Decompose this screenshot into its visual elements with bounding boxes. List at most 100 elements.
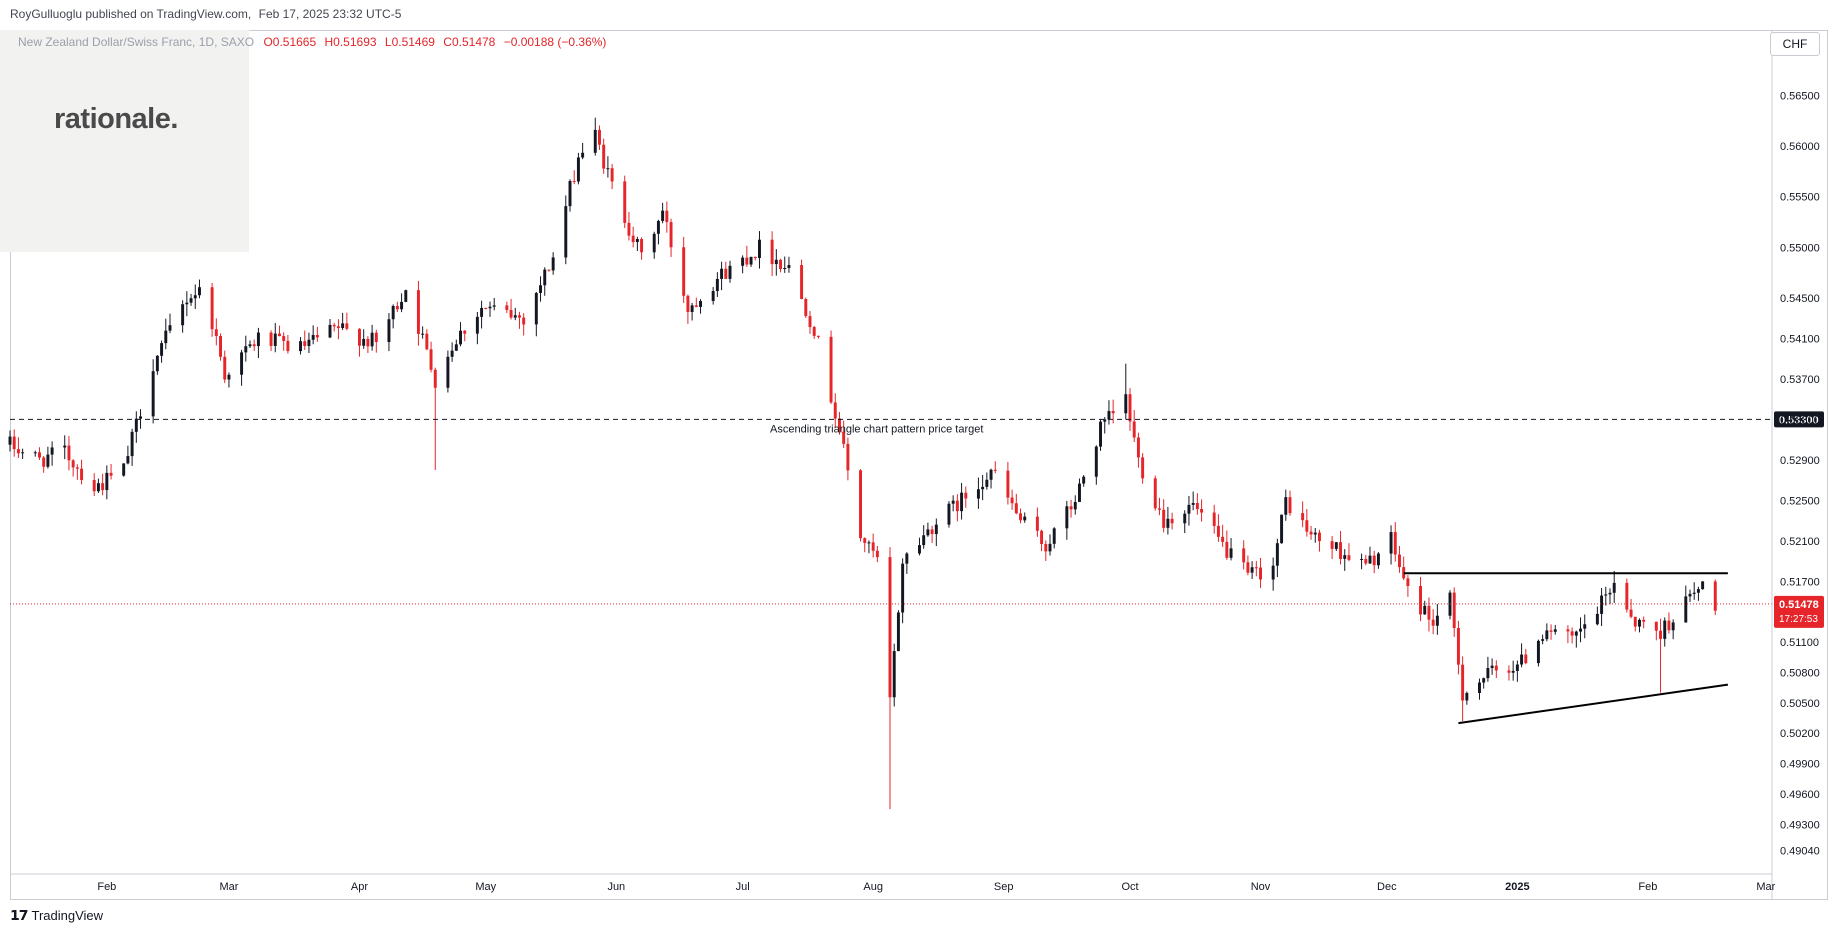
candle bbox=[256, 327, 260, 359]
candle bbox=[901, 558, 905, 624]
candle bbox=[1684, 585, 1688, 623]
candle bbox=[400, 293, 404, 313]
candle bbox=[598, 125, 601, 150]
candle bbox=[1701, 581, 1705, 590]
candle bbox=[905, 552, 909, 574]
candle bbox=[1427, 597, 1431, 632]
candle bbox=[686, 294, 690, 324]
candle bbox=[534, 292, 538, 337]
candle bbox=[930, 525, 934, 544]
x-tick-label: Feb bbox=[97, 881, 116, 893]
candle bbox=[387, 313, 391, 352]
candle bbox=[1612, 570, 1616, 603]
candle bbox=[1604, 586, 1608, 606]
candle bbox=[993, 461, 997, 474]
candle bbox=[564, 195, 568, 265]
candle bbox=[269, 330, 273, 352]
candle bbox=[1545, 623, 1549, 642]
y-tick-label: 0.50500 bbox=[1780, 698, 1820, 710]
open-value: O0.51665 bbox=[263, 35, 317, 49]
target-label: Ascending triangle chart pattern price t… bbox=[770, 423, 983, 435]
candle bbox=[168, 313, 172, 334]
candle bbox=[193, 284, 197, 310]
candle bbox=[1158, 497, 1161, 516]
candle bbox=[1006, 461, 1010, 505]
candle bbox=[248, 340, 252, 348]
candle bbox=[892, 643, 896, 707]
candle bbox=[1625, 578, 1629, 613]
candle bbox=[1330, 536, 1334, 560]
x-tick-label: Jul bbox=[736, 881, 750, 893]
candle bbox=[1515, 660, 1519, 682]
candle bbox=[593, 117, 597, 156]
candle bbox=[273, 323, 277, 353]
candle bbox=[1183, 510, 1187, 534]
candle bbox=[307, 332, 311, 354]
y-tick-label: 0.55500 bbox=[1780, 192, 1820, 204]
publisher[interactable]: RoyGulluoglu published on TradingView.co… bbox=[10, 7, 252, 21]
candle bbox=[1671, 619, 1675, 640]
candle bbox=[741, 255, 745, 274]
candle bbox=[783, 256, 787, 273]
candle bbox=[985, 472, 989, 490]
candle bbox=[164, 318, 168, 350]
candle bbox=[1511, 660, 1515, 681]
tradingview-footer[interactable]: 𝟭𝟳 TradingView bbox=[10, 907, 103, 924]
candle bbox=[656, 219, 660, 245]
candle bbox=[1696, 586, 1700, 601]
candle bbox=[12, 429, 16, 457]
candle bbox=[623, 175, 627, 229]
symbol-name[interactable]: New Zealand Dollar/Swiss Franc, 1D, SAXO bbox=[18, 35, 255, 49]
candle bbox=[1259, 557, 1262, 588]
candle bbox=[539, 276, 542, 302]
candle bbox=[918, 537, 921, 556]
candle bbox=[1583, 614, 1587, 639]
candle bbox=[21, 448, 25, 459]
candle bbox=[690, 302, 694, 321]
candle bbox=[770, 231, 774, 277]
x-tick-label: Aug bbox=[863, 881, 883, 893]
support-trendline[interactable] bbox=[1458, 683, 1729, 725]
candle bbox=[1136, 432, 1140, 468]
x-tick-label: Dec bbox=[1377, 881, 1397, 893]
candle bbox=[1633, 616, 1637, 632]
candle bbox=[446, 350, 450, 393]
candle bbox=[210, 282, 214, 337]
x-tick-label: Mar bbox=[219, 881, 238, 893]
candle bbox=[669, 218, 673, 257]
candle bbox=[395, 301, 399, 313]
candle bbox=[779, 258, 782, 273]
candle bbox=[1524, 648, 1528, 665]
candle bbox=[1570, 627, 1574, 644]
candle bbox=[1364, 554, 1368, 566]
publish-date: Feb 17, 2025 23:32 UTC-5 bbox=[258, 7, 402, 21]
candle bbox=[606, 156, 610, 178]
candle bbox=[122, 463, 126, 477]
chart-frame[interactable] bbox=[10, 30, 1828, 900]
candle bbox=[1200, 499, 1204, 522]
candle bbox=[724, 261, 728, 279]
candle bbox=[1229, 538, 1233, 561]
candle bbox=[568, 179, 572, 212]
candle bbox=[1435, 604, 1439, 635]
y-tick-label: 0.52900 bbox=[1780, 455, 1820, 467]
candle bbox=[1490, 658, 1494, 675]
candle bbox=[1372, 550, 1376, 574]
candle bbox=[1128, 388, 1132, 431]
candle bbox=[833, 393, 837, 428]
candle bbox=[728, 260, 732, 283]
candle bbox=[484, 307, 488, 310]
candle bbox=[665, 201, 669, 233]
candle bbox=[1250, 561, 1254, 579]
candle bbox=[635, 236, 639, 252]
y-tick-label: 0.49300 bbox=[1780, 819, 1820, 831]
y-tick-label: 0.55000 bbox=[1780, 242, 1820, 254]
candle bbox=[513, 307, 517, 321]
currency-button[interactable]: CHF bbox=[1770, 32, 1820, 56]
candle bbox=[33, 450, 37, 457]
candle bbox=[1216, 514, 1220, 542]
candle bbox=[1191, 491, 1195, 511]
candle bbox=[42, 455, 46, 473]
change-value: −0.00188 (−0.36%) bbox=[503, 35, 607, 49]
